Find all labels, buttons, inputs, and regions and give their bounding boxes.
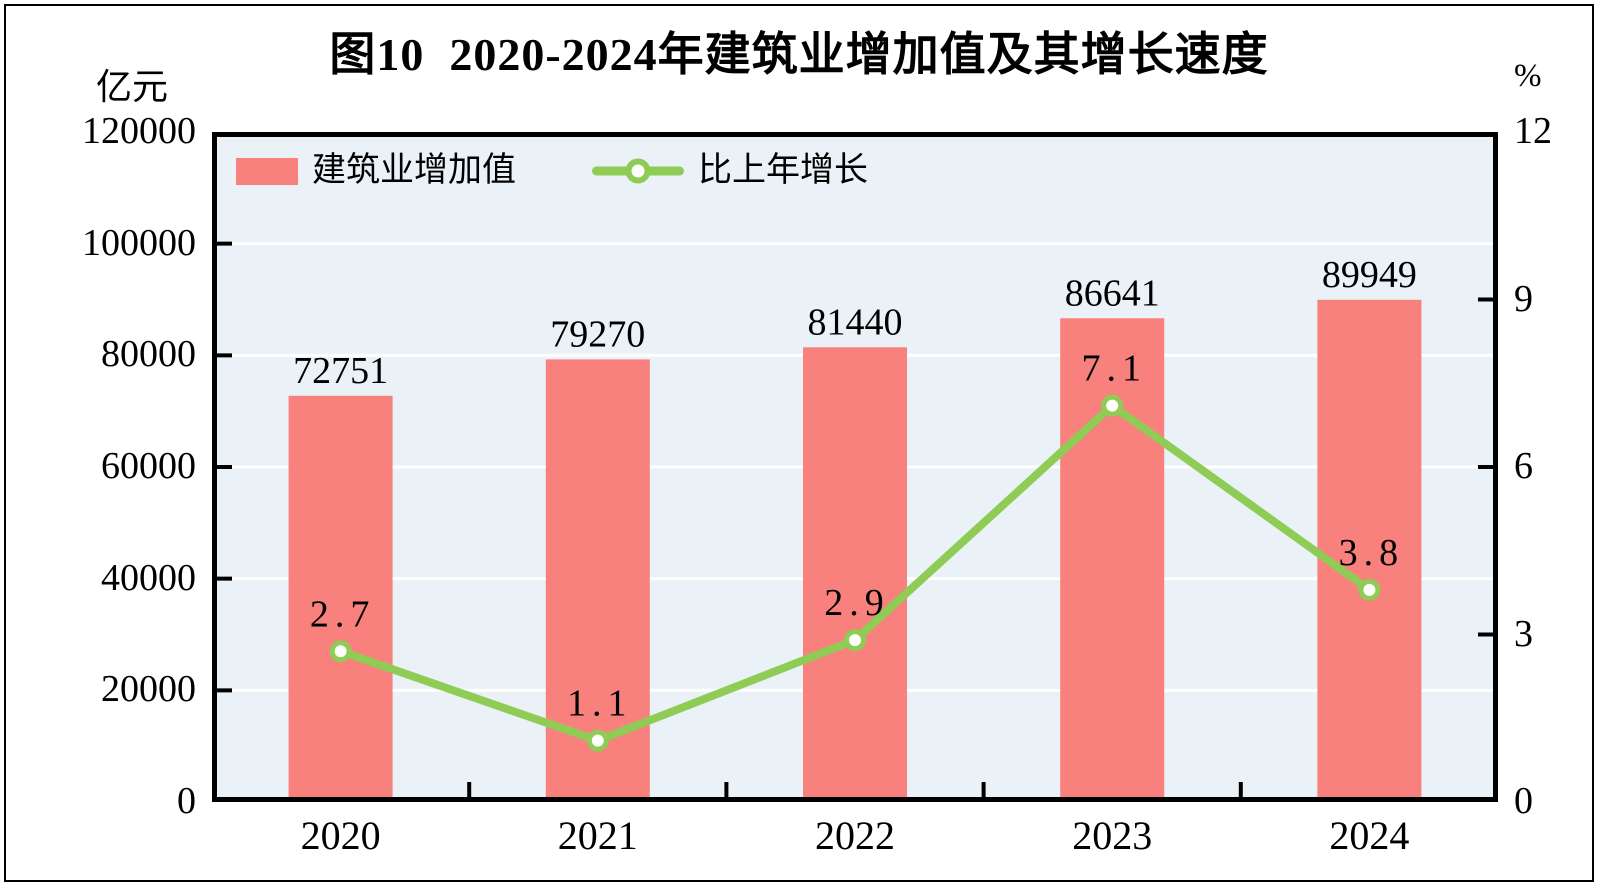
y-axis-tick-label-left: 80000 [101,333,196,376]
line-point-2020 [329,640,352,663]
bar-value-label: 89949 [1322,254,1417,296]
line-point-label: 1.1 [567,683,633,725]
line-point-label: 2.7 [310,593,376,635]
y-axis-tick-label-left: 100000 [82,221,196,264]
y-axis-tick-label-right: 0 [1514,780,1533,823]
y-axis-tick-label-right: 6 [1514,445,1533,488]
y-axis-tick-label-left: 40000 [101,556,196,599]
legend: 建筑业增加值 比上年增长 [236,154,868,188]
line-point-2023 [1101,394,1124,417]
bar-value-label: 79270 [550,313,645,355]
chart-title: 图10 2020-2024年建筑业增加值及其增长速度 [329,29,1269,80]
bar-series-swatch-icon [236,157,298,185]
bar-2022 [803,347,907,802]
line-point-label: 2.9 [824,582,890,624]
legend-label-line: 比上年增长 [698,152,868,189]
y-axis-tick-label-right: 3 [1514,612,1533,655]
left-axis-unit-label: 亿元 [96,67,169,107]
combo-chart-svg: 72751 79270 81440 86641 89949 2.7 1.1 2.9 7.1 3.8 [212,132,1498,802]
bar-value-label: 72751 [293,350,388,392]
line-point-2022 [844,629,866,652]
x-axis-tick-label: 2021 [557,813,638,858]
bar-value-label: 81440 [808,301,903,343]
line-series-swatch-icon [592,156,684,186]
right-axis-unit-label: % [1514,58,1542,94]
x-axis-tick-label: 2024 [1329,813,1410,858]
line-point-2021 [586,729,609,752]
x-axis-tick-label: 2020 [300,813,381,858]
bar-value-label: 86641 [1065,272,1160,314]
plot-area: 72751 79270 81440 86641 89949 2.7 1.1 2.9 7.1 3.8… [212,132,1498,802]
legend-label-bar: 建筑业增加值 [312,152,516,189]
y-axis-tick-label-right: 12 [1514,110,1552,153]
y-axis-tick-label-left: 60000 [101,445,196,488]
plot-border [212,132,1498,802]
x-axis-tick-label: 2023 [1072,813,1153,858]
bar-2023 [1060,318,1165,802]
line-swatch-marker-icon [625,158,651,184]
y-axis-tick-label-left: 20000 [101,668,196,711]
y-axis-tick-label-left: 120000 [82,110,196,153]
line-point-label: 3.8 [1339,532,1405,574]
bar-2024 [1317,299,1422,802]
y-axis-tick-label-left: 0 [177,780,196,823]
y-axis-tick-label-right: 9 [1514,277,1533,320]
bar-2020 [288,395,393,802]
line-point-2024 [1358,578,1381,601]
line-point-label: 7.1 [1081,348,1147,390]
x-axis-tick-label: 2022 [815,813,895,858]
